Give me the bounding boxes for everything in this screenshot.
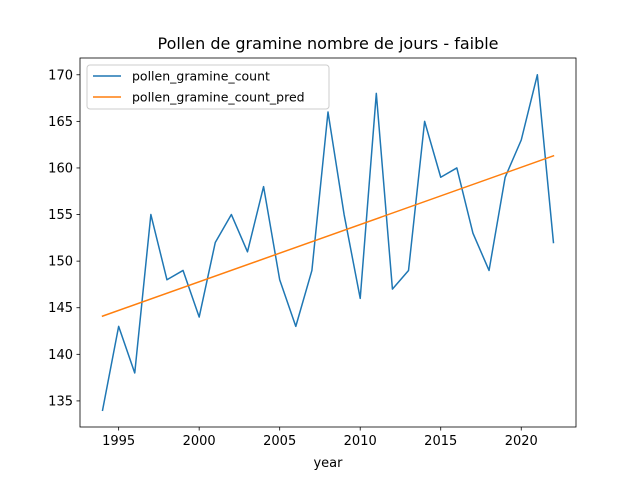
plot-area-frame [79,57,577,428]
y-tick-label: 140 [48,348,73,363]
y-tick-label: 170 [48,68,73,83]
x-tick-label: 2010 [344,434,377,449]
x-axis-label: year [313,456,343,471]
y-tick-label: 150 [48,255,73,270]
y-tick-label: 165 [48,115,73,130]
x-tick-label: 1995 [102,434,135,449]
series-line-pollen-gramine-count-pred [101,154,555,318]
legend: pollen_gramine_count pollen_gramine_coun… [86,64,330,110]
x-axis-ticks: 1995 2000 2005 2010 2015 2020 [102,427,538,449]
x-tick-label: 2020 [505,434,538,449]
x-tick-label: 2005 [263,434,296,449]
series-line-pollen-gramine-count [101,74,555,412]
y-tick-label: 160 [48,161,73,176]
legend-box [86,64,330,110]
x-tick-label: 2000 [183,434,216,449]
y-tick-label: 155 [48,208,73,223]
y-tick-label: 145 [48,301,73,316]
y-axis-ticks: 135 140 145 150 155 160 165 170 [48,68,80,409]
legend-label-pollen-gramine-count: pollen_gramine_count [132,69,270,84]
series-layer [101,74,555,412]
x-tick-label: 2015 [424,434,457,449]
chart-title: Pollen de gramine nombre de jours - faib… [157,34,498,53]
legend-label-pollen-gramine-count-pred: pollen_gramine_count_pred [132,90,305,105]
y-tick-label: 135 [48,394,73,409]
